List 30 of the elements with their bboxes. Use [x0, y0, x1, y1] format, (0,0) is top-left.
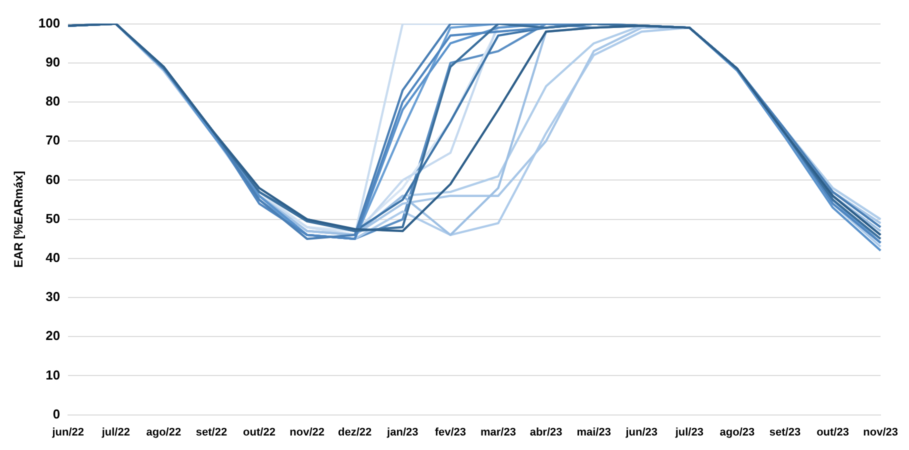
y-tick-label: 80	[46, 94, 60, 109]
x-tick-label: jan/23	[386, 426, 418, 438]
x-tick-label: set/23	[769, 426, 801, 438]
y-tick-label: 0	[52, 406, 60, 422]
x-tick-label: fev/23	[434, 426, 466, 438]
x-tick-label: ago/23	[720, 426, 755, 438]
x-tick-label: jun/22	[51, 426, 84, 438]
x-tick-label: mar/23	[480, 426, 516, 438]
x-tick-label: jul/22	[100, 426, 130, 438]
x-tick-label: nov/23	[863, 426, 898, 438]
x-tick-label: mai/23	[576, 426, 611, 438]
x-tick-label: nov/22	[290, 426, 324, 438]
y-tick-label: 60	[46, 172, 60, 187]
y-tick-label: 100	[38, 15, 60, 30]
y-tick-label: 20	[46, 328, 60, 344]
y-axis-title: EAR [%EARmáx]	[12, 170, 26, 268]
x-tick-label: ago/22	[146, 426, 182, 438]
y-tick-label: 90	[46, 54, 60, 70]
x-tick-label: out/22	[243, 426, 276, 438]
y-tick-label: 70	[46, 132, 60, 148]
y-tick-label: 50	[46, 210, 60, 226]
x-tick-label: jun/23	[624, 426, 658, 438]
x-tick-label: abr/23	[530, 426, 562, 438]
y-tick-label: 10	[46, 367, 60, 382]
x-tick-label: jul/23	[674, 426, 704, 438]
x-tick-label: dez/22	[338, 426, 372, 438]
x-tick-label: out/23	[816, 426, 849, 438]
y-tick-label: 40	[46, 250, 60, 265]
x-tick-label: set/22	[196, 426, 228, 438]
y-tick-label: 30	[46, 289, 60, 304]
